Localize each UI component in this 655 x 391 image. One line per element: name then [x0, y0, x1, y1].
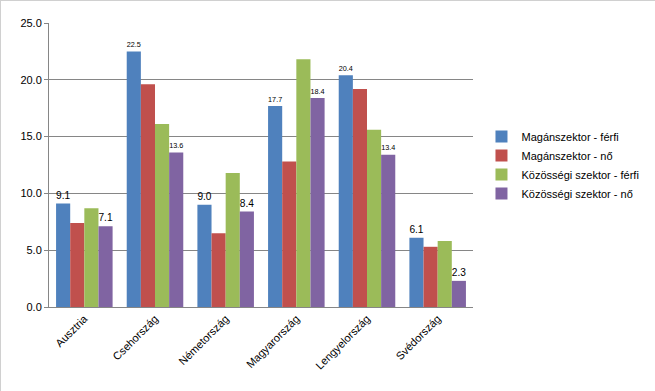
- svg-text:20.4: 20.4: [339, 64, 353, 73]
- svg-text:Ausztria: Ausztria: [53, 312, 90, 349]
- svg-text:2.3: 2.3: [452, 267, 466, 278]
- svg-text:25.0: 25.0: [20, 17, 41, 29]
- svg-text:6.1: 6.1: [409, 224, 423, 235]
- svg-text:Svédország: Svédország: [393, 313, 443, 363]
- svg-text:20.0: 20.0: [20, 74, 41, 86]
- svg-text:Csehország: Csehország: [110, 313, 160, 363]
- svg-text:8.4: 8.4: [240, 198, 254, 209]
- svg-text:9.0: 9.0: [197, 191, 211, 202]
- svg-text:Közösségi szektor - nő: Közösségi szektor - nő: [521, 188, 632, 200]
- svg-text:13.6: 13.6: [169, 141, 183, 150]
- svg-text:10.0: 10.0: [20, 187, 41, 199]
- svg-text:Lengyelország: Lengyelország: [313, 313, 372, 372]
- svg-text:22.5: 22.5: [127, 40, 141, 49]
- svg-text:9.1: 9.1: [56, 190, 70, 201]
- svg-text:7.1: 7.1: [98, 212, 112, 223]
- svg-text:5.0: 5.0: [27, 244, 42, 256]
- svg-text:15.0: 15.0: [20, 130, 41, 142]
- svg-text:17.7: 17.7: [268, 95, 282, 104]
- svg-text:Magánszektor - férfi: Magánszektor - férfi: [521, 131, 618, 143]
- svg-text:0.0: 0.0: [27, 301, 42, 313]
- svg-text:18.4: 18.4: [310, 87, 324, 96]
- svg-text:Közösségi szektor - férfi: Közösségi szektor - férfi: [521, 169, 638, 181]
- svg-text:13.4: 13.4: [381, 143, 395, 152]
- svg-text:Németország: Németország: [176, 313, 231, 368]
- svg-text:Magánszektor - nő: Magánszektor - nő: [521, 150, 612, 162]
- svg-text:Magyarország: Magyarország: [244, 313, 302, 371]
